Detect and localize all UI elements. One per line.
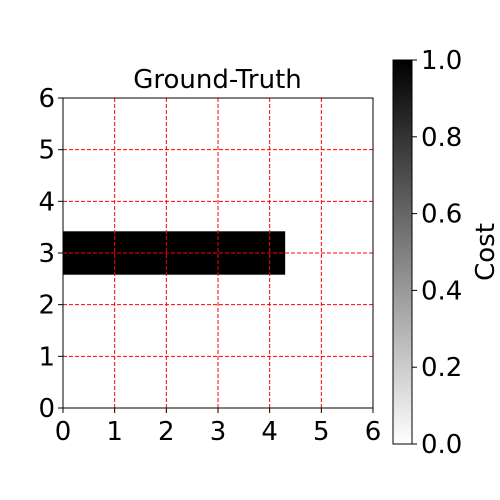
y-tick-label: 4: [38, 187, 55, 217]
x-tick-label: 0: [55, 417, 72, 447]
y-tick-label: 0: [38, 394, 55, 424]
y-axis-ticks: 0 1 2 3 4 5 6: [38, 84, 63, 424]
colorbar-tick-label: 0.2: [421, 353, 462, 383]
y-tick-label: 6: [38, 84, 55, 114]
x-tick-label: 5: [313, 417, 330, 447]
colorbar-tick-label: 0.6: [421, 200, 462, 230]
x-axis-ticks: 0 1 2 3 4 5 6: [55, 408, 382, 447]
x-tick-label: 4: [261, 417, 278, 447]
colorbar-ticks: 0.0 0.2 0.4 0.6 0.8 1.0: [412, 46, 462, 460]
y-tick-label: 2: [38, 291, 55, 321]
chart-title: Ground-Truth: [133, 65, 302, 95]
y-tick-label: 5: [38, 136, 55, 166]
x-tick-label: 1: [106, 417, 123, 447]
colorbar: [392, 59, 413, 445]
x-tick-label: 6: [365, 417, 382, 447]
colorbar-tick-label: 0.4: [421, 276, 462, 306]
colorbar-tick-label: 0.8: [421, 123, 462, 153]
colorbar-label: Cost: [471, 223, 500, 281]
y-tick-label: 1: [38, 342, 55, 372]
colorbar-tick-label: 1.0: [421, 46, 462, 76]
colorbar-tick-label: 0.0: [421, 430, 462, 460]
x-tick-label: 3: [210, 417, 227, 447]
x-tick-label: 2: [158, 417, 175, 447]
y-tick-label: 3: [38, 239, 55, 269]
